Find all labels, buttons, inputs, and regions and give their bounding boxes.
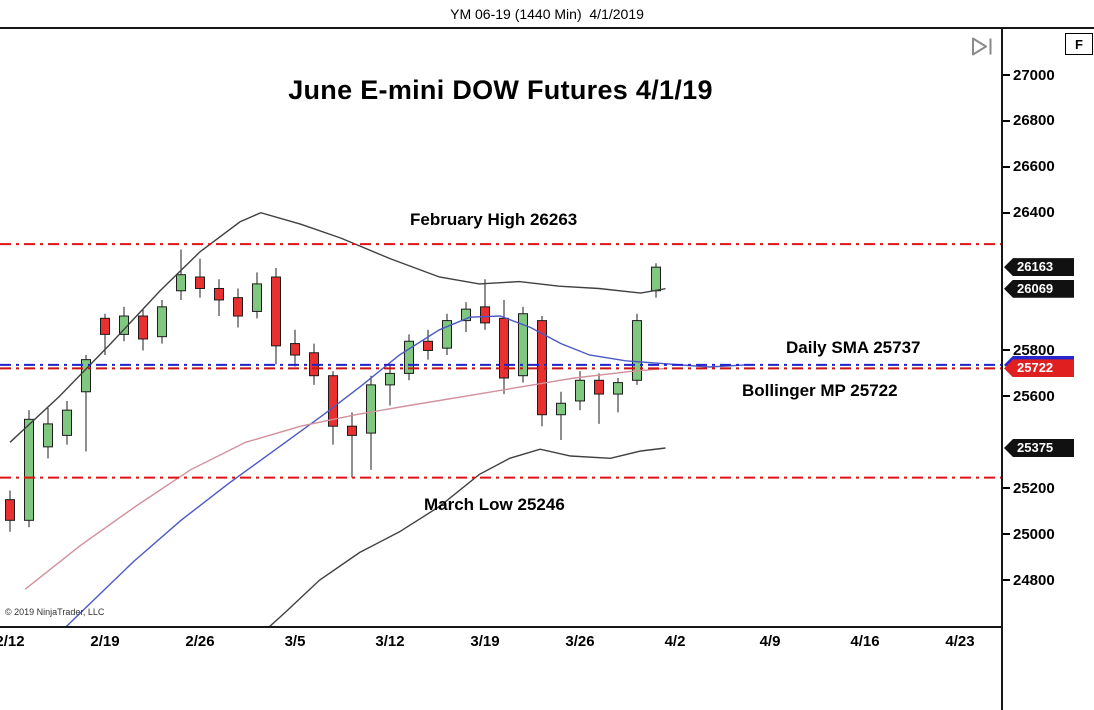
x-axis-label: 2/26: [185, 633, 215, 650]
x-axis-label: 4/9: [759, 633, 781, 650]
candle-body: [613, 382, 623, 395]
candle-body: [594, 379, 604, 395]
candle-body: [62, 409, 72, 436]
x-axis-label: 4/16: [850, 633, 880, 650]
bollinger-lower-band-line: [269, 447, 666, 626]
bollinger-midpoint-line: [24, 367, 666, 590]
candle-body: [5, 499, 15, 521]
candle-body: [233, 297, 243, 317]
candle-body: [385, 372, 395, 386]
candle-body: [632, 320, 642, 381]
daily-sma-label[interactable]: Daily SMA 25737: [786, 338, 921, 357]
candle-body: [100, 317, 110, 335]
candle-body: [651, 266, 661, 292]
candle-body: [556, 402, 566, 416]
candle-body: [271, 276, 281, 347]
time-axis[interactable]: 2/12 2/19 2/26 3/5 3/12 3/19 3/26 4/2 4/9 4/16 4/2…: [0, 626, 1001, 710]
february-high-label[interactable]: February High 26263: [410, 210, 578, 229]
candle-body: [24, 418, 34, 521]
candle-body: [81, 359, 91, 393]
x-axis-label: 3/26: [565, 633, 595, 650]
price-marker: 26069: [1004, 279, 1074, 298]
y-axis-tick: 26600: [1003, 158, 1055, 175]
candle-body: [347, 425, 357, 436]
y-axis-tick: 25800: [1003, 342, 1055, 359]
x-axis-label: 2/12: [0, 633, 25, 650]
candle-body: [499, 317, 509, 379]
candle-body: [252, 283, 262, 312]
copyright-notice: © 2019 NinjaTrader, LLC: [5, 607, 105, 617]
y-axis-tick: 25600: [1003, 388, 1055, 405]
candle-body: [366, 384, 376, 434]
bollinger-upper-band-line: [9, 211, 666, 443]
candle-body: [461, 308, 471, 322]
candle-body: [423, 340, 433, 351]
y-axis-tick: 27000: [1003, 67, 1055, 84]
price-marker: 25375: [1004, 439, 1074, 457]
chart-header: YM 06-19 (1440 Min) 4/1/2019: [0, 0, 1094, 29]
candle-body: [404, 340, 414, 374]
chart-title: June E-mini DOW Futures 4/1/19: [288, 75, 713, 105]
candle-body: [157, 306, 167, 338]
candle-body: [518, 313, 528, 377]
candle-body: [290, 343, 300, 356]
focus-button[interactable]: F: [1065, 33, 1093, 55]
x-axis-label: 3/12: [375, 633, 405, 650]
daily-sma-line: [65, 315, 746, 626]
candle-body: [575, 379, 585, 402]
candle-body: [195, 276, 205, 289]
candle-body: [176, 274, 186, 292]
y-axis-tick: 25200: [1003, 480, 1055, 497]
price-axis[interactable]: F 27000 26800 26600 26400 25800 25600 25200 250…: [1001, 29, 1094, 710]
march-low-label[interactable]: March Low 25246: [424, 495, 565, 514]
autoscroll-icon[interactable]: [970, 36, 996, 57]
y-axis-tick: 26800: [1003, 112, 1055, 129]
chart-header-text: YM 06-19 (1440 Min) 4/1/2019: [450, 5, 644, 22]
chart-area: June E-mini DOW Futures 4/1/19 February …: [0, 29, 1001, 626]
price-marker: 25722: [1004, 359, 1074, 378]
candle-body: [480, 306, 490, 324]
candle-body: [138, 315, 148, 340]
x-axis-label: 3/19: [470, 633, 500, 650]
x-axis-label: 4/2: [664, 633, 686, 650]
y-axis-tick: 25000: [1003, 526, 1055, 543]
candle-body: [328, 375, 338, 427]
y-axis-tick: 26400: [1003, 204, 1055, 221]
candle-body: [442, 320, 452, 349]
bollinger-mp-label[interactable]: Bollinger MP 25722: [742, 381, 898, 400]
candle-body: [214, 287, 224, 301]
candle-body: [43, 423, 53, 448]
x-axis-label: 3/5: [284, 633, 306, 650]
chart-canvas[interactable]: [0, 29, 1001, 626]
price-marker: 26163: [1004, 258, 1074, 277]
y-axis-tick: 24800: [1003, 572, 1055, 589]
x-axis-label: 2/19: [90, 633, 120, 650]
x-axis-label: 4/23: [945, 633, 975, 650]
